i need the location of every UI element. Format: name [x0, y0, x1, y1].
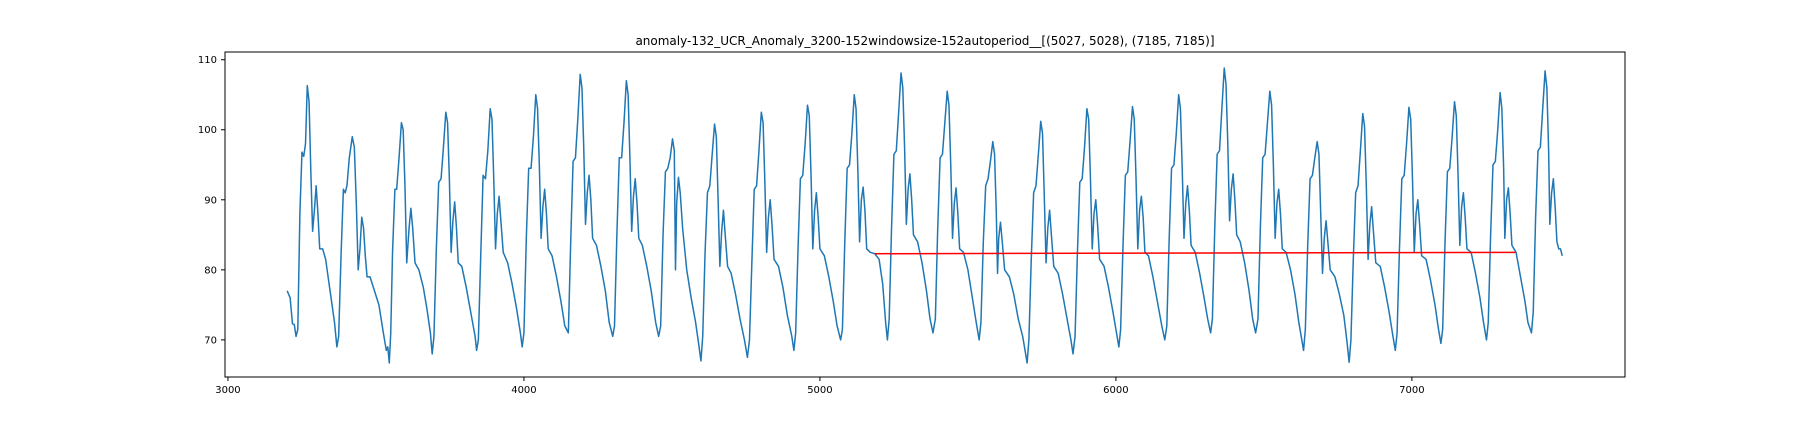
y-tick-label: 90 [204, 195, 217, 206]
y-axis: 70 80 90 100 110 [198, 55, 225, 346]
y-tick-label: 70 [204, 335, 217, 346]
x-tick-label: 6000 [1103, 385, 1128, 396]
series-line-0 [286, 67, 1563, 364]
y-tick-label: 100 [198, 125, 217, 136]
chart-title: anomaly-132_UCR_Anomaly_3200-152windowsi… [635, 34, 1214, 48]
series-line-1 [874, 251, 1516, 255]
x-axis: 3000 4000 5000 6000 7000 [215, 377, 1425, 396]
y-tick-label: 80 [204, 265, 217, 276]
y-tick-label: 110 [198, 55, 217, 66]
x-tick-label: 5000 [807, 385, 832, 396]
x-tick-label: 3000 [215, 385, 240, 396]
x-tick-label: 7000 [1399, 385, 1424, 396]
series-layer [286, 67, 1563, 364]
plot-frame [224, 51, 1626, 378]
x-tick-label: 4000 [511, 385, 536, 396]
